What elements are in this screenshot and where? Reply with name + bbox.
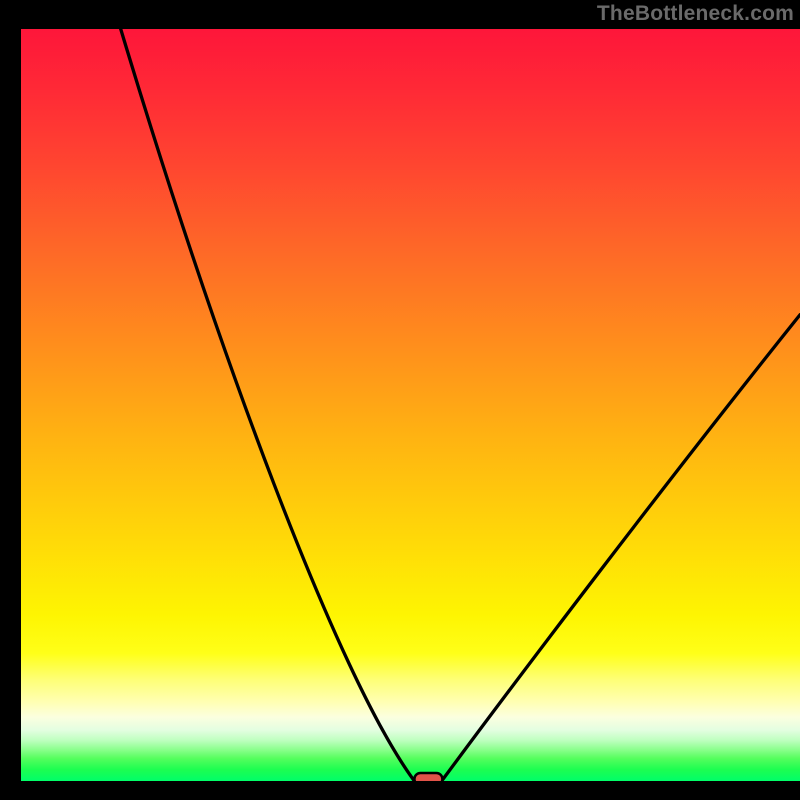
gradient-background (21, 29, 800, 781)
bottleneck-chart (0, 0, 800, 800)
chart-container: TheBottleneck.com (0, 0, 800, 800)
watermark-text: TheBottleneck.com (597, 2, 794, 26)
trough-marker (414, 773, 442, 785)
